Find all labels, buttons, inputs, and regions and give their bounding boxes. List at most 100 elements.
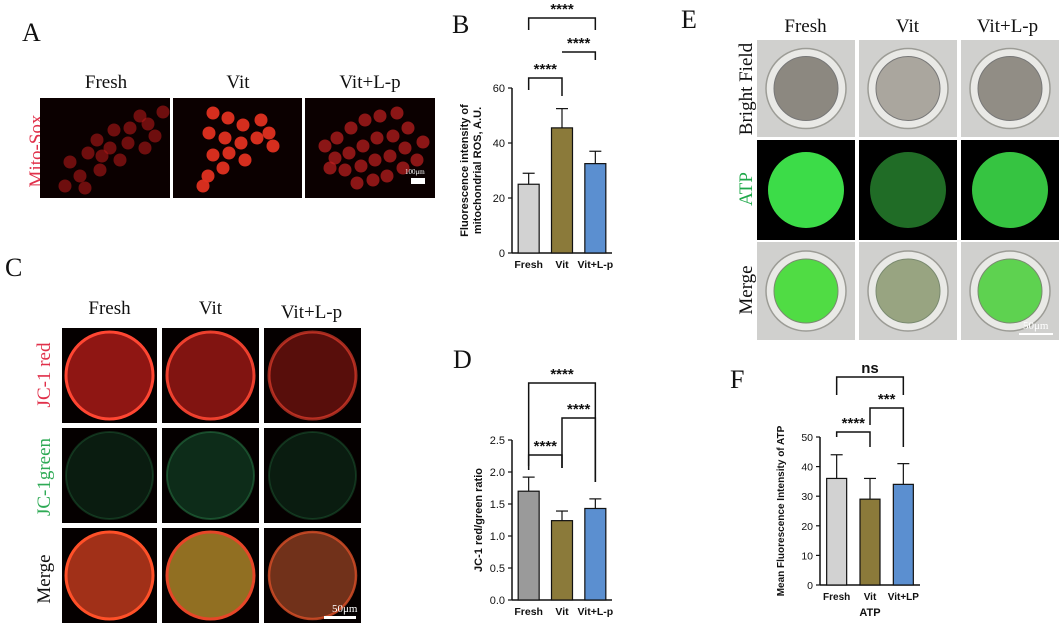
panel-c-col-fresh: Fresh [88,298,131,319]
panel-e-col-vitlp: Vit+L-p [976,16,1039,37]
atp-merge-fresh [757,242,855,340]
x-tick-label: Vit+L-p [577,606,613,618]
bar [892,483,914,586]
jc1-merge-vitlp: 50μm [264,528,361,623]
significance-bracket [561,417,597,482]
panel-letter-b: B [452,10,470,39]
panel-a-col-fresh: Fresh [84,72,128,93]
bf-vitlp [961,40,1059,137]
y-tick-label: 0.0 [490,595,505,607]
x-tick-label: Fresh [514,606,543,618]
mitosox-vitlp-image: 100μm [305,98,435,198]
significance-label: **** [567,401,591,418]
significance-label: **** [842,415,866,432]
scale-bar [1019,333,1053,335]
scale-bar-label: 100μm [405,168,425,176]
x-tick-label: Vit [555,606,569,618]
y-tick-label: 20 [493,193,505,205]
bar [550,127,574,254]
atp-vitlp [961,140,1059,240]
panel-a-col-vitlp: Vit+L-p [339,72,401,93]
atp-fresh [757,140,855,240]
y-axis-label: Mean Fluorescence Intensity of ATP [776,425,787,596]
panel-letter-e: E [681,5,697,34]
y-tick-label: 50 [801,432,813,444]
x-tick-label: Vit [555,259,569,271]
y-tick-label: 30 [801,491,813,503]
atp-merge-vitlp: 50μm [961,242,1059,340]
panel-a-col-vit: Vit [226,72,250,93]
x-tick-label: Fresh [823,592,850,603]
significance-bracket [527,77,563,96]
y-tick-label: 60 [493,83,505,95]
mitosox-fresh-image [40,98,170,198]
panel-letter-f: F [730,365,745,394]
significance-bracket [527,17,597,30]
bar [517,183,540,254]
scale-bar [411,178,425,184]
chart-f-atp: 0 10 20 30 40 50 Fresh Vit Vit+LP Mean Fluorescen… [776,360,920,619]
panel-e-row-merge: Merge [736,265,757,315]
y-tick-label: 2.5 [490,435,505,447]
y-tick-label: 40 [801,462,813,474]
panel-c-col-vit: Vit [198,298,223,319]
panel-e-row-bf: Bright Field [736,42,757,136]
panel-c-row-green: JC-1green [34,437,55,517]
panel-e-col-fresh: Fresh [784,16,827,37]
significance-label: **** [550,1,574,18]
x-tick-label: Vit+L-p [577,259,613,271]
y-tick-label: 0.5 [490,563,505,575]
scale-bar-label: 50μm [1023,320,1049,332]
bar [859,498,881,586]
x-axis-label: ATP [859,607,880,619]
significance-bracket [835,376,905,395]
panel-e-col-vit: Vit [895,16,920,37]
significance-bracket [527,454,563,468]
scale-bar [324,616,356,619]
panel-c-col-vitlp: Vit+L-p [280,302,343,323]
significance-label: *** [878,391,896,408]
y-tick-label: 0 [807,580,813,592]
chart-d-jc1: 0.0 0.5 1.0 1.5 2.0 2.5 Fresh Vit Vit+L-p JC-1 re… [473,366,613,618]
significance-label: **** [534,61,558,78]
significance-label: **** [550,366,574,383]
jc1-red-fresh [62,328,157,423]
y-tick-label: 40 [493,138,505,150]
panel-c-row-merge: Merge [34,554,55,604]
x-tick-label: Vit+LP [888,592,920,603]
panel-letter-a: A [22,18,41,47]
atp-merge-vit [859,242,957,340]
significance-bracket [869,407,905,447]
y-tick-label: 2.0 [490,467,505,479]
significance-bracket [527,382,597,482]
x-tick-label: Vit [864,592,877,603]
significance-bracket [562,51,597,60]
y-axis-label: mitochondrial ROS, A.U. [472,107,484,234]
y-axis-label: JC-1 red/green ratio [473,468,485,572]
bar [826,477,848,586]
jc1-red-vit [162,328,259,423]
y-tick-label: 20 [801,521,813,533]
y-tick-label: 0 [499,248,505,260]
panel-e-row-atp: ATP [736,172,757,206]
y-axis-label: Fluorescence intensity of [459,104,471,237]
bf-fresh [757,40,855,137]
bf-vit [859,40,957,137]
atp-vit [859,140,957,240]
y-tick-label: 1.5 [490,499,505,511]
panel-letter-c: C [5,253,23,282]
significance-bracket [835,431,871,447]
jc1-merge-fresh [62,528,157,623]
jc1-merge-vit [162,528,259,623]
jc1-green-fresh [62,428,157,523]
jc1-green-vit [162,428,259,523]
panel-c-row-red: JC-1 red [34,342,55,408]
mitosox-vit-image [173,98,302,198]
significance-label: ns [861,360,879,377]
bar [550,520,574,601]
panel-letter-d: D [453,345,472,374]
bar [584,163,607,254]
significance-label: **** [567,35,591,52]
chart-b-ros: 0 20 40 60 Fresh Vit Vit+L-p Fluorescence inten… [459,1,613,271]
bar [584,507,607,601]
